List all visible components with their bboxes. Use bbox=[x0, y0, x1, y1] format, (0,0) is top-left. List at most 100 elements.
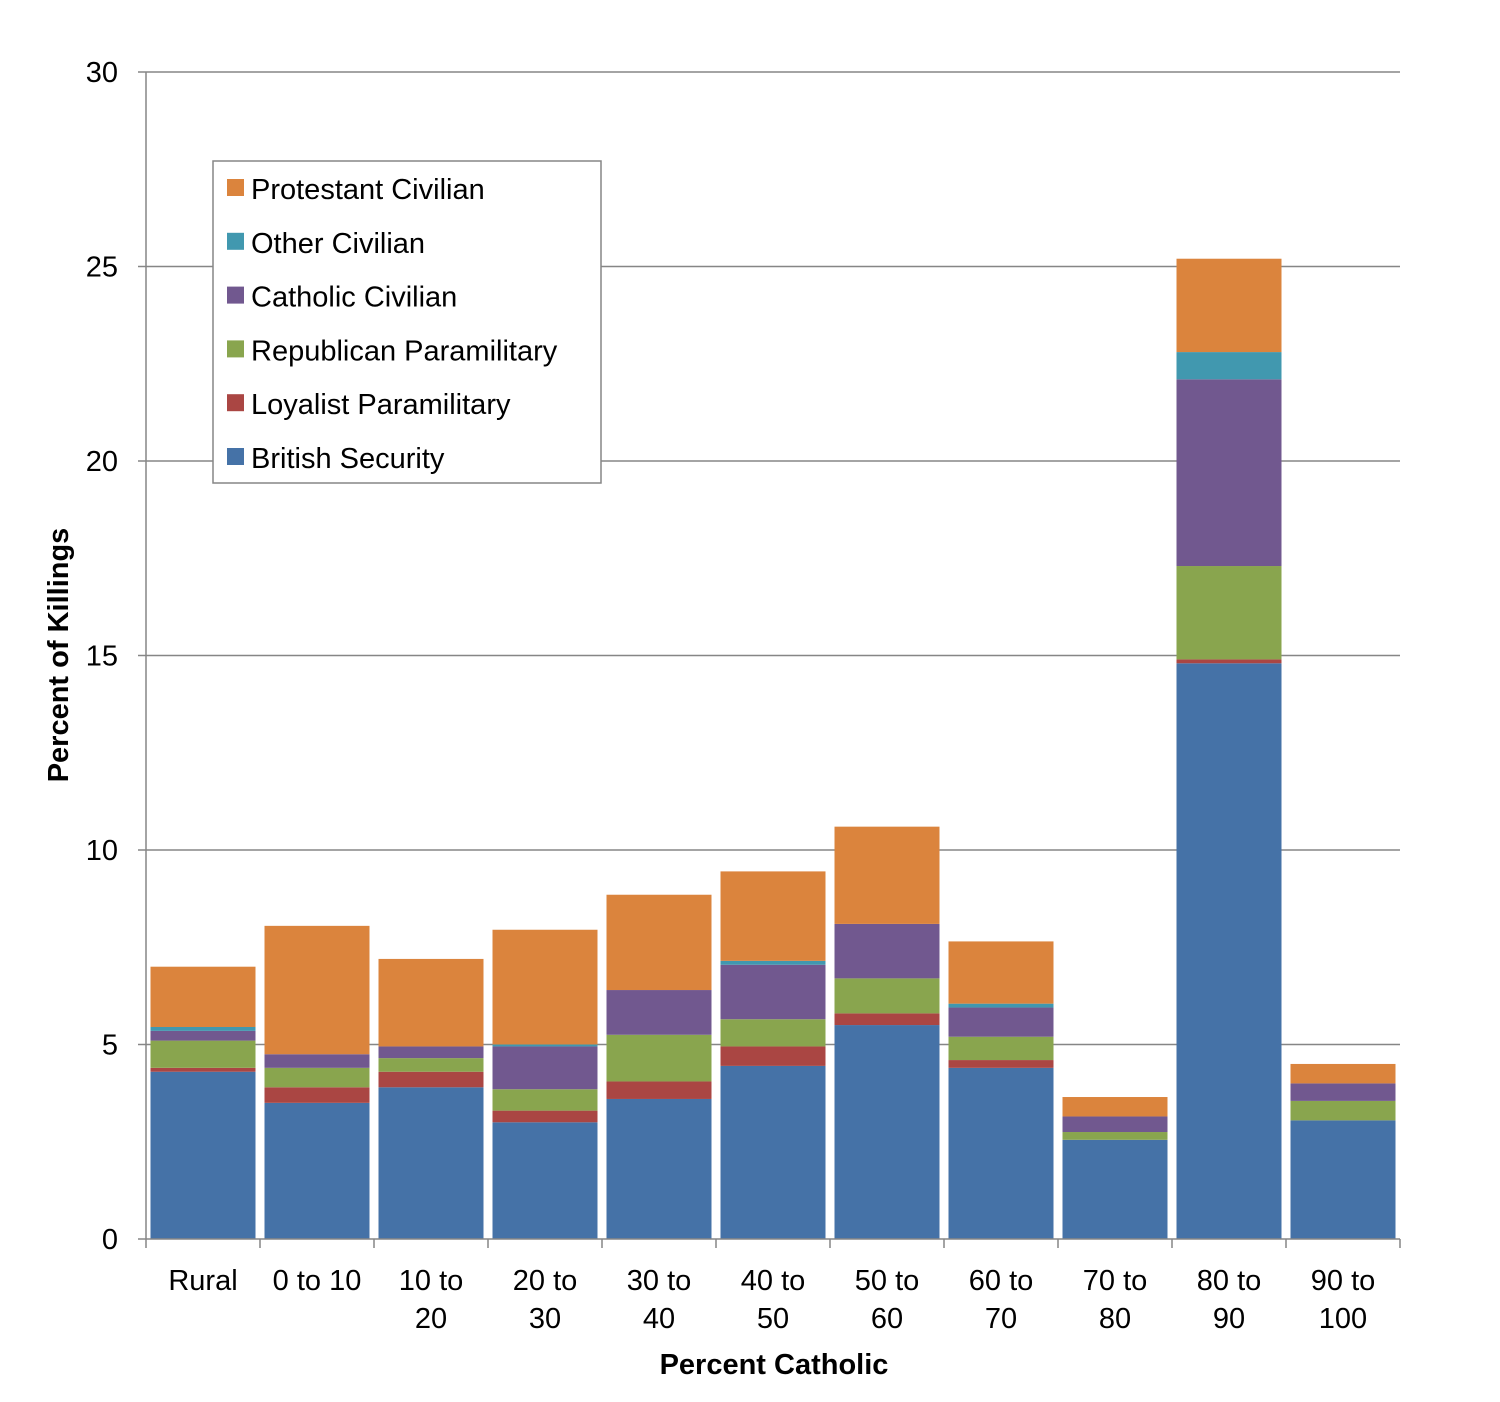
legend-swatch bbox=[227, 340, 244, 358]
bar-segment bbox=[606, 1081, 712, 1099]
bar-segment bbox=[948, 1003, 1054, 1008]
bar-segment bbox=[720, 1019, 826, 1047]
bar-segment bbox=[1290, 1120, 1396, 1239]
legend-swatch bbox=[227, 232, 244, 250]
bar-segment bbox=[378, 1046, 484, 1059]
bar-segment bbox=[150, 1030, 256, 1041]
y-tick-label: 25 bbox=[86, 252, 118, 284]
x-tick-label: 10 to bbox=[399, 1265, 464, 1297]
x-tick-label: 50 to bbox=[855, 1265, 920, 1297]
bar-segment bbox=[834, 923, 940, 979]
bar-segment bbox=[492, 929, 598, 1045]
bar-segment bbox=[1176, 663, 1282, 1239]
bar-segment bbox=[1062, 1139, 1168, 1239]
x-tick-label: 50 bbox=[757, 1303, 789, 1335]
y-axis-title: Percent of Killings bbox=[43, 528, 75, 783]
x-tick-label: 30 to bbox=[627, 1265, 692, 1297]
bar-segment bbox=[720, 871, 826, 961]
bars bbox=[150, 258, 1396, 1239]
x-tick-label: 20 to bbox=[513, 1265, 578, 1297]
y-tick-label: 30 bbox=[86, 57, 118, 89]
y-tick-label: 5 bbox=[102, 1030, 118, 1062]
y-tick-label: 10 bbox=[86, 835, 118, 867]
x-tick-label: 60 bbox=[871, 1303, 903, 1335]
bar-segment bbox=[150, 1067, 256, 1072]
legend-swatch bbox=[227, 179, 244, 196]
bar-segment bbox=[264, 1067, 370, 1088]
bar-segment bbox=[378, 1071, 484, 1088]
bar-segment bbox=[1176, 379, 1282, 567]
x-tick-label: 20 bbox=[415, 1303, 447, 1335]
bar-segment bbox=[606, 1034, 712, 1082]
bar-segment bbox=[264, 925, 370, 1055]
bar-segment bbox=[264, 1087, 370, 1103]
bar-segment bbox=[150, 966, 256, 1027]
y-tick-label: 20 bbox=[86, 446, 118, 478]
bar-segment bbox=[720, 960, 826, 965]
bar-segment bbox=[948, 941, 1054, 1004]
legend-label: Republican Paramilitary bbox=[251, 335, 558, 367]
bar-segment bbox=[834, 826, 940, 924]
x-tick-label: 40 bbox=[643, 1303, 675, 1335]
bar-segment bbox=[492, 1046, 598, 1090]
bar-segment bbox=[150, 1026, 256, 1031]
x-tick-label: 70 bbox=[985, 1303, 1017, 1335]
x-tick-label: 0 to 10 bbox=[273, 1265, 362, 1297]
bar-segment bbox=[948, 1007, 1054, 1037]
y-tick-label: 0 bbox=[102, 1224, 118, 1256]
x-tick-label: Rural bbox=[168, 1265, 237, 1297]
bar-segment bbox=[1062, 1132, 1168, 1140]
bar-segment bbox=[264, 1102, 370, 1239]
bar-segment bbox=[720, 964, 826, 1020]
bar-segment bbox=[720, 1065, 826, 1239]
x-tick-label: 60 to bbox=[969, 1265, 1034, 1297]
bar-segment bbox=[834, 1013, 940, 1026]
axes: 0 5 10 15 20 25 30 Rural 0 to 10 10 to 20 20 to 30 30… bbox=[86, 57, 1401, 1335]
x-tick-label: 80 bbox=[1099, 1303, 1131, 1335]
legend-label: Protestant Civilian bbox=[251, 174, 485, 206]
bar-segment bbox=[720, 1046, 826, 1066]
x-axis-title: Percent Catholic bbox=[660, 1349, 889, 1381]
bar-segment bbox=[948, 1060, 1054, 1068]
bar-segment bbox=[606, 1098, 712, 1239]
legend-swatch bbox=[227, 286, 244, 304]
legend-label: Loyalist Paramilitary bbox=[251, 389, 511, 421]
x-tick-label: 90 bbox=[1213, 1303, 1245, 1335]
bar-segment bbox=[1290, 1063, 1396, 1084]
x-tick-label: 40 to bbox=[741, 1265, 806, 1297]
legend: Protestant Civilian Other Civilian Catholi… bbox=[212, 160, 602, 484]
legend-swatch bbox=[227, 448, 244, 465]
bar-segment bbox=[492, 1122, 598, 1239]
bar-segment bbox=[1062, 1097, 1168, 1117]
bar-segment bbox=[1176, 352, 1282, 380]
bar-segment bbox=[834, 1025, 940, 1239]
x-tick-label: 100 bbox=[1319, 1303, 1367, 1335]
bar-segment bbox=[1062, 1116, 1168, 1133]
bar-segment bbox=[492, 1044, 598, 1047]
legend-label: Other Civilian bbox=[251, 228, 425, 260]
bar-segment bbox=[492, 1089, 598, 1111]
x-tick-label: 70 to bbox=[1083, 1265, 1148, 1297]
y-tick-label: 15 bbox=[86, 641, 118, 673]
legend-box bbox=[212, 160, 602, 484]
bar-segment bbox=[1290, 1100, 1396, 1121]
bar-segment bbox=[150, 1071, 256, 1239]
legend-label: Catholic Civilian bbox=[251, 282, 457, 314]
bar-segment bbox=[150, 1040, 256, 1068]
x-tick-label: 90 to bbox=[1311, 1265, 1376, 1297]
legend-swatch bbox=[227, 394, 244, 412]
bar-segment bbox=[264, 1054, 370, 1068]
bar-segment bbox=[378, 958, 484, 1047]
bar-segment bbox=[1176, 258, 1282, 353]
bar-segment bbox=[1176, 566, 1282, 660]
bar-segment bbox=[378, 1087, 484, 1239]
bar-segment bbox=[492, 1110, 598, 1123]
bar-segment bbox=[1176, 659, 1282, 664]
legend-label: British Security bbox=[251, 443, 445, 475]
bar-segment bbox=[948, 1036, 1054, 1061]
bar-segment bbox=[378, 1058, 484, 1072]
bar-segment bbox=[948, 1067, 1054, 1239]
bar-segment bbox=[606, 894, 712, 991]
bar-segment bbox=[606, 990, 712, 1035]
